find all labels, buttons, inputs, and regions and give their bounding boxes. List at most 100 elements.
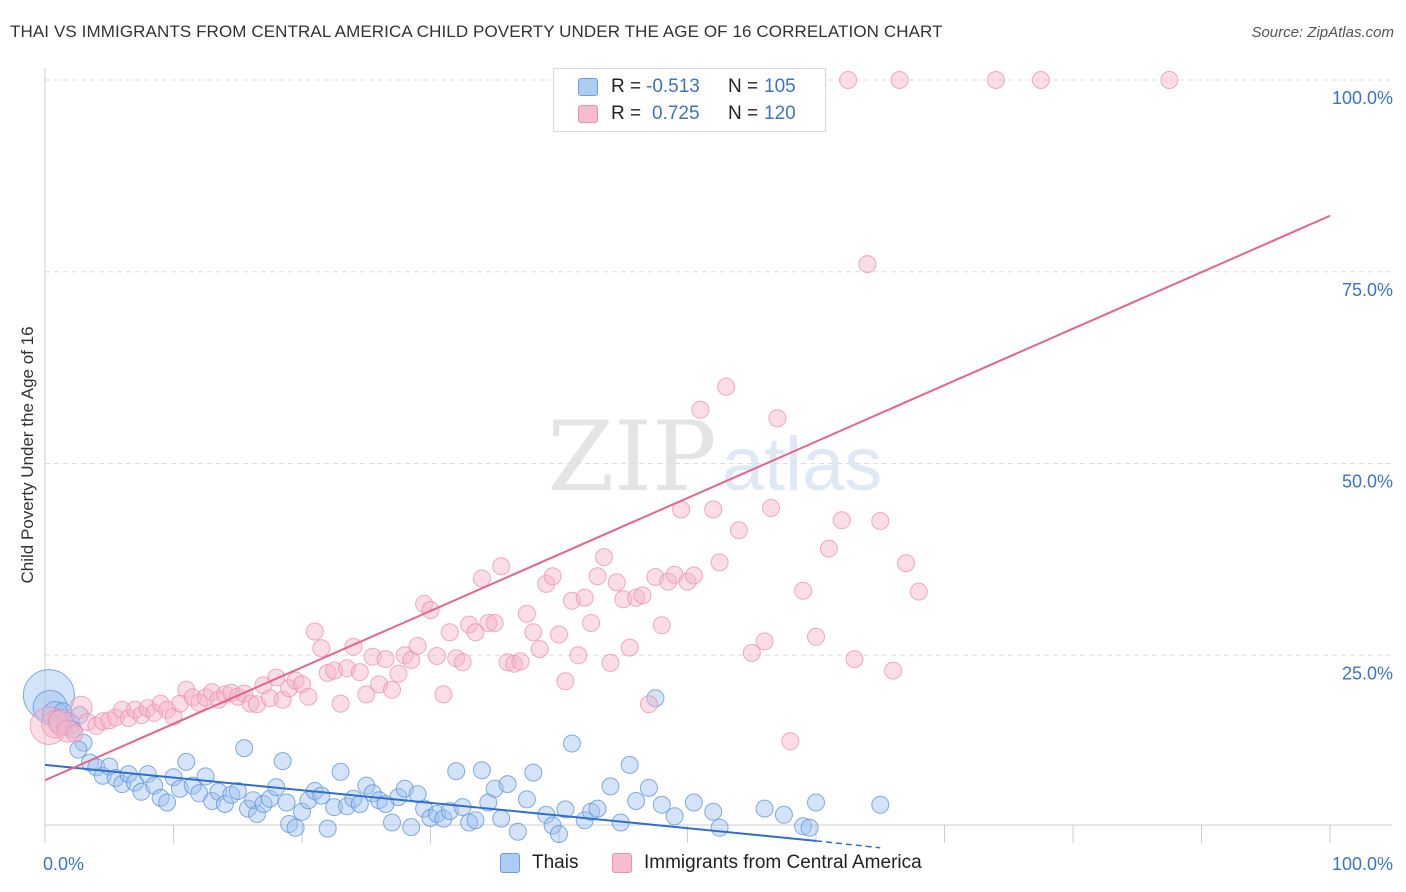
thais-point xyxy=(434,809,453,828)
n-value: 105 xyxy=(764,76,796,97)
immigrants-point xyxy=(241,694,260,713)
thais-point xyxy=(639,778,658,797)
immigrants-point xyxy=(710,553,729,572)
thais-point xyxy=(601,777,620,796)
immigrants-point xyxy=(704,500,723,519)
immigrants-point xyxy=(832,511,851,530)
thais-point xyxy=(325,798,344,817)
thais-point xyxy=(710,818,729,837)
thais-point xyxy=(235,739,254,758)
immigrants-point xyxy=(890,71,909,89)
thais-point xyxy=(562,734,581,753)
y-tick-label: 25.0% xyxy=(1342,663,1393,683)
immigrants-point xyxy=(819,539,838,558)
immigrants-point xyxy=(582,614,601,632)
thais-point xyxy=(177,752,196,771)
immigrants-point xyxy=(717,377,736,396)
thais-point xyxy=(871,795,890,814)
immigrants-point xyxy=(633,586,652,605)
r-label: R = xyxy=(611,76,642,97)
immigrants-point xyxy=(106,708,125,727)
immigrants-point xyxy=(897,554,915,573)
immigrants-point xyxy=(537,574,556,593)
source-label: Source: ZipAtlas.com xyxy=(1251,24,1394,41)
thais-point xyxy=(588,799,607,818)
immigrants-point xyxy=(485,614,504,632)
data-series xyxy=(22,71,1179,843)
thais-point xyxy=(755,799,774,818)
n-label: N = xyxy=(728,103,759,124)
y-axis-label: Child Poverty Under the Age of 16 xyxy=(18,326,37,584)
immigrants-point xyxy=(684,566,703,585)
thais-point xyxy=(183,776,202,795)
thais-point xyxy=(794,817,813,836)
thais-trend-extension xyxy=(815,840,881,849)
immigrants-point xyxy=(350,663,369,682)
thais-point xyxy=(466,811,485,830)
thais-point xyxy=(800,818,819,837)
y-tick-label: 75.0% xyxy=(1342,280,1393,300)
immigrants-point xyxy=(305,622,324,641)
thais-point xyxy=(550,825,568,843)
immigrants-point xyxy=(691,400,710,419)
immigrants-point xyxy=(395,646,414,665)
thais-point xyxy=(248,805,266,823)
thais-point xyxy=(684,793,703,812)
immigrants-point xyxy=(492,557,511,576)
immigrants-point xyxy=(543,567,562,586)
stats-row-thais: R = -0.513 N = 105 xyxy=(554,73,825,101)
legend-label: Thais xyxy=(532,852,579,873)
immigrants-point xyxy=(530,640,549,659)
thais-point xyxy=(215,795,234,813)
r-value: 0.725 xyxy=(652,103,700,124)
immigrants-point xyxy=(839,71,858,89)
thais-point xyxy=(383,813,401,832)
thais-point xyxy=(196,767,215,786)
immigrants-point xyxy=(871,512,890,530)
immigrants-point xyxy=(383,680,401,699)
thais-point xyxy=(293,802,311,821)
thais-point xyxy=(472,761,491,780)
immigrants-swatch xyxy=(612,853,632,873)
n-label: N = xyxy=(728,76,759,97)
immigrants-point xyxy=(845,650,864,669)
thais-point xyxy=(447,762,466,781)
immigrants-point xyxy=(524,623,543,642)
immigrants-point xyxy=(408,637,427,655)
thais-point xyxy=(807,793,825,812)
immigrants-point xyxy=(65,724,84,743)
immigrants-point xyxy=(550,625,568,644)
thais-point xyxy=(158,793,177,812)
immigrants-point xyxy=(466,623,485,642)
thais-point xyxy=(151,788,170,807)
thais-point xyxy=(627,792,646,810)
immigrants-point xyxy=(794,581,813,600)
immigrants-point xyxy=(909,582,928,601)
watermark-atlas: atlas xyxy=(722,422,883,507)
immigrants-swatch xyxy=(578,105,598,123)
immigrants-point xyxy=(177,680,196,699)
n-value: 120 xyxy=(764,103,796,124)
watermark-zip: ZIP xyxy=(547,401,716,513)
thais-swatch xyxy=(500,853,520,873)
immigrants-point xyxy=(729,521,748,540)
immigrants-point xyxy=(164,707,183,726)
chart-title: THAI VS IMMIGRANTS FROM CENTRAL AMERICA … xyxy=(10,22,943,41)
thais-point xyxy=(273,752,292,771)
thais-point xyxy=(508,822,527,841)
r-label: R = xyxy=(611,103,642,124)
y-tick-label: 50.0% xyxy=(1342,472,1393,492)
thais-point xyxy=(665,807,684,826)
immigrants-point xyxy=(1031,71,1050,89)
immigrants-point xyxy=(884,661,903,680)
immigrants-point xyxy=(762,499,780,517)
immigrants-point xyxy=(755,632,774,651)
r-value: -0.513 xyxy=(646,76,700,97)
immigrants-point xyxy=(41,710,70,739)
immigrants-point xyxy=(331,694,350,713)
thais-point xyxy=(260,789,279,808)
thais-point xyxy=(498,775,517,794)
legend-label: Immigrants from Central America xyxy=(644,852,922,873)
immigrants-point xyxy=(768,409,787,428)
